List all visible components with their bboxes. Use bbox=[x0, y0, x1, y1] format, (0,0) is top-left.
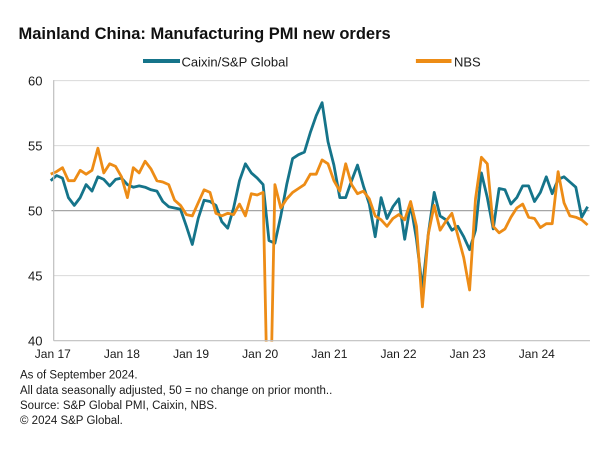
svg-text:Jan 22: Jan 22 bbox=[380, 347, 416, 361]
svg-text:Jan 21: Jan 21 bbox=[311, 347, 347, 361]
svg-text:Caixin/S&P Global: Caixin/S&P Global bbox=[182, 55, 289, 70]
svg-text:Jan 17: Jan 17 bbox=[35, 347, 71, 361]
svg-text:Jan 24: Jan 24 bbox=[519, 347, 555, 361]
svg-text:50: 50 bbox=[28, 203, 42, 218]
svg-text:Jan 20: Jan 20 bbox=[242, 347, 278, 361]
svg-text:55: 55 bbox=[28, 138, 42, 153]
svg-text:As of September 2024.: As of September 2024. bbox=[20, 370, 138, 382]
svg-text:60: 60 bbox=[28, 73, 42, 88]
svg-text:Source: S&P Global PMI, Caixin: Source: S&P Global PMI, Caixin, NBS. bbox=[20, 400, 217, 412]
svg-text:Jan 23: Jan 23 bbox=[450, 347, 486, 361]
svg-text:All data seasonally adjusted,: All data seasonally adjusted, 50 = no ch… bbox=[20, 385, 332, 397]
svg-text:40: 40 bbox=[28, 333, 42, 348]
svg-text:© 2024 S&P Global.: © 2024 S&P Global. bbox=[20, 415, 123, 427]
svg-text:NBS: NBS bbox=[454, 55, 481, 70]
svg-text:45: 45 bbox=[28, 268, 42, 283]
svg-text:Jan 18: Jan 18 bbox=[104, 347, 140, 361]
svg-text:Mainland China: Manufacturing: Mainland China: Manufacturing PMI new or… bbox=[19, 25, 391, 43]
svg-text:Jan 19: Jan 19 bbox=[173, 347, 209, 361]
